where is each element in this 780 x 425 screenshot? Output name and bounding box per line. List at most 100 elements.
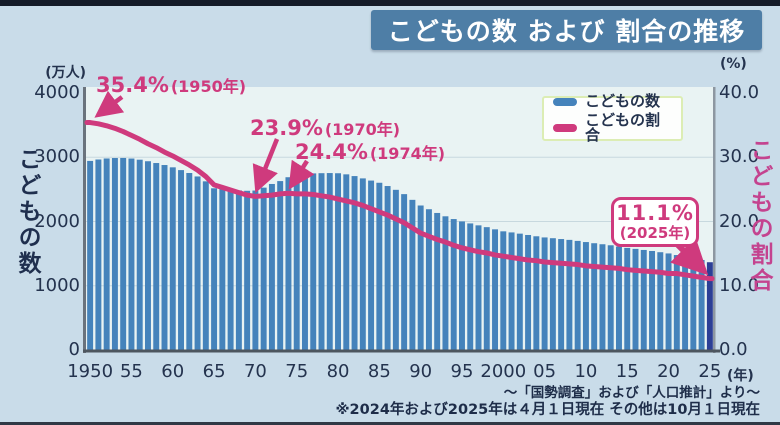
y-tick-label-right: 40.0 — [719, 82, 760, 103]
bar-2006 — [549, 238, 556, 350]
source-credit: 〜「国勢調査」および「人口推計」より〜 — [503, 385, 760, 401]
y-tick-label-left: 2000 — [34, 210, 80, 232]
x-tick-label: 70 — [243, 361, 267, 382]
annotation-1970: 23.9% (1970年) — [250, 116, 401, 140]
bar-1991 — [425, 209, 432, 350]
bar-2022 — [682, 256, 689, 350]
left-axis-title: こどもの数 — [14, 147, 40, 277]
annotation-arrow-icon — [94, 90, 125, 118]
bar-2005 — [541, 237, 548, 350]
x-tick-label: 2000 — [480, 361, 527, 382]
bar-1990 — [417, 205, 424, 350]
bar-1960 — [169, 167, 176, 350]
y-tick-label-right: 20.0 — [719, 210, 760, 232]
bottom-letterbox-strip — [0, 422, 780, 425]
x-tick-label: 95 — [450, 361, 474, 382]
bar-1975 — [293, 175, 300, 350]
bar-1959 — [161, 165, 168, 350]
bar-1999 — [492, 229, 499, 350]
bar-2015 — [624, 247, 631, 350]
y-tick-label-left: 3000 — [34, 146, 80, 168]
bar-1961 — [178, 170, 185, 350]
annotation-2025-callout: 11.1% (2025年) — [611, 197, 699, 247]
bar-2009 — [574, 240, 581, 350]
bar-1956 — [136, 159, 143, 350]
page-title-text: こどもの数 および 割合の推移 — [387, 17, 746, 46]
bar-1985 — [376, 182, 383, 350]
bar-1994 — [450, 219, 457, 350]
bar-2008 — [566, 239, 573, 350]
bar-1951 — [95, 159, 102, 350]
annotation-arrow-icon — [252, 138, 280, 194]
x-tick-label: 25 — [698, 361, 722, 382]
bar-1979 — [326, 173, 333, 350]
bar-1966 — [219, 188, 226, 350]
bar-1982 — [351, 176, 358, 350]
bar-1970 — [252, 190, 259, 350]
x-tick-label: 85 — [367, 361, 391, 382]
bar-1964 — [202, 181, 209, 350]
y-tick-label-right: 0.0 — [719, 339, 748, 360]
legend-item-ratio: こどもの割合 — [553, 113, 672, 143]
bar-2013 — [607, 245, 614, 350]
bar-1998 — [483, 227, 490, 350]
bar-1977 — [310, 173, 317, 350]
bar-2012 — [599, 244, 606, 350]
annotation-arrow-icon — [288, 159, 315, 190]
legend: こどもの数 こどもの割合 — [542, 92, 683, 143]
bar-2014 — [615, 246, 622, 350]
bar-1971 — [260, 187, 267, 350]
x-tick-label: 55 — [119, 361, 143, 382]
bar-2004 — [533, 236, 540, 350]
bar-1978 — [318, 173, 325, 350]
bar-1983 — [359, 178, 366, 350]
bar-1950 — [87, 160, 94, 350]
bar-1992 — [434, 212, 441, 350]
bar-1955 — [128, 158, 135, 350]
bar-1988 — [401, 194, 408, 350]
bar-1952 — [103, 158, 110, 350]
bar-1953 — [111, 158, 118, 350]
page-title: こどもの数 および 割合の推移 — [371, 10, 762, 50]
right-axis-unit-label: (%) — [720, 56, 747, 72]
x-tick-label: 15 — [615, 361, 639, 382]
legend-swatch-bar-icon — [553, 97, 577, 106]
bar-2010 — [582, 242, 589, 350]
bar-1973 — [277, 181, 284, 350]
y-axis-right-line — [713, 87, 716, 353]
bar-1962 — [186, 172, 193, 350]
bar-1981 — [343, 174, 350, 350]
bar-1972 — [268, 183, 275, 350]
x-tick-label: 20 — [657, 361, 680, 382]
bar-1997 — [475, 225, 482, 350]
x-tick-label: 60 — [161, 361, 185, 382]
x-tick-label: 75 — [285, 361, 309, 382]
x-tick-label: 65 — [202, 361, 226, 382]
x-tick-label: 90 — [409, 361, 433, 382]
x-tick-label: 10 — [574, 361, 598, 382]
bar-2000 — [500, 231, 507, 350]
bar-1954 — [120, 157, 127, 350]
bar-1963 — [194, 176, 201, 350]
bar-2016 — [632, 248, 639, 350]
footnote: ※2024年および2025年は４月１日現在 その他は10月１日現在 — [335, 402, 760, 418]
bar-1957 — [144, 161, 151, 350]
legend-label: こどもの数 — [585, 92, 661, 110]
bar-2003 — [525, 234, 532, 350]
bar-1976 — [301, 173, 308, 350]
x-axis-line — [83, 349, 720, 353]
bar-1958 — [153, 163, 160, 350]
right-axis-title: こどもの割合 — [746, 138, 772, 294]
bar-2021 — [673, 255, 680, 350]
bar-1996 — [467, 223, 474, 350]
bar-2024 — [698, 259, 705, 350]
top-letterbox-strip — [0, 0, 780, 6]
bar-1965 — [211, 188, 218, 350]
bar-2025 — [706, 262, 713, 350]
bar-2002 — [516, 233, 523, 350]
annotation-1950: 35.4% (1950年) — [96, 73, 247, 97]
left-axis-unit-label: (万人) — [45, 65, 86, 81]
y-tick-label-left: 0 — [68, 339, 80, 360]
annotation-1974: 24.4% (1974年) — [295, 140, 446, 164]
y-tick-label-left: 4000 — [34, 82, 80, 103]
